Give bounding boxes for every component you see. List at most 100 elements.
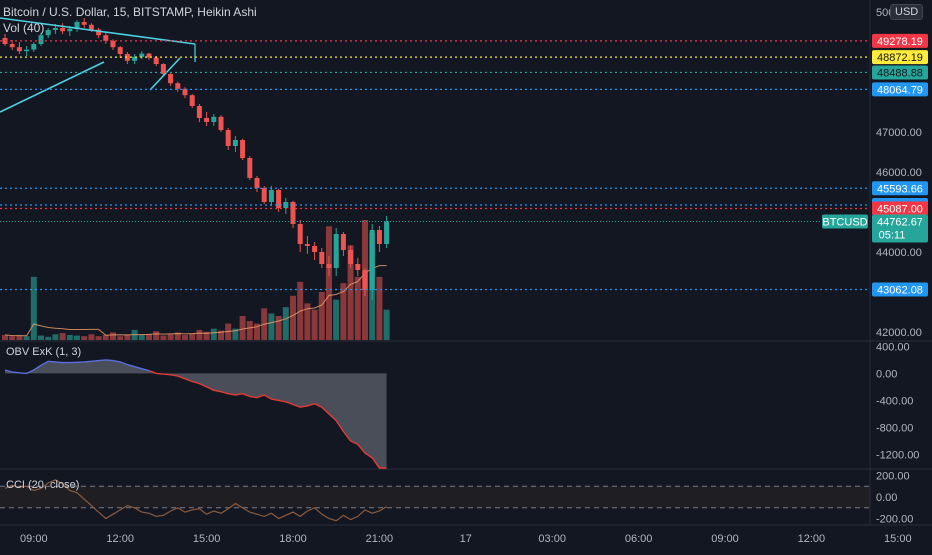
candle-body	[297, 224, 303, 244]
obv-tick-label: -400.00	[876, 395, 913, 407]
time-tick-label: 03:00	[538, 533, 566, 545]
candle-body	[276, 190, 282, 208]
volume-bar	[52, 334, 59, 340]
candle-body	[362, 270, 368, 290]
price-level-label: 43062.08	[877, 285, 923, 297]
volume-bar	[326, 226, 332, 340]
price-tick-label: 42000.00	[876, 327, 922, 339]
currency-badge[interactable]: USD	[890, 4, 924, 20]
candle-body	[304, 244, 310, 246]
volume-bar	[167, 334, 174, 340]
last-price-label: 44762.67	[877, 216, 923, 228]
time-tick-label: 09:00	[711, 533, 739, 545]
volume-bar	[182, 334, 188, 340]
candle-body	[319, 252, 325, 264]
volume-bar	[333, 299, 340, 340]
symbol-label: BTCUSD	[822, 216, 867, 228]
candle-body	[110, 40, 116, 48]
candle-body	[124, 54, 130, 61]
obv-line-positive	[4, 359, 150, 375]
trendline-drawing	[0, 61, 105, 113]
volume-ma-line	[4, 265, 387, 337]
cci-band-fill	[0, 486, 870, 508]
candle-body	[132, 56, 138, 61]
volume-bar	[218, 330, 224, 340]
price-level-label: 45593.66	[877, 183, 923, 195]
chart-title: Bitcoin / U.S. Dollar, 15, BITSTAMP, Hei…	[3, 5, 257, 19]
volume-bar	[2, 334, 8, 340]
obv-tick-label: -800.00	[876, 422, 913, 434]
volume-bar	[189, 333, 196, 340]
candle-body	[88, 24, 94, 30]
candle-body	[189, 95, 195, 106]
volume-bar	[354, 276, 361, 340]
volume-bar	[203, 331, 210, 340]
volume-bar	[153, 331, 160, 340]
candle-body	[326, 264, 332, 268]
candle-body	[369, 230, 375, 290]
candle-body	[24, 49, 30, 52]
candle-body	[384, 221, 390, 244]
price-level-label: 49278.19	[877, 36, 923, 48]
volume-bar	[38, 335, 44, 340]
candle-body	[355, 264, 361, 270]
candle-body	[146, 53, 152, 58]
candle-body	[74, 22, 80, 29]
obv-line-negative	[148, 370, 387, 469]
candle-body	[240, 140, 246, 158]
volume-bar	[340, 283, 347, 340]
obv-area	[5, 359, 387, 468]
candle-body	[247, 158, 253, 178]
candle-body	[340, 234, 346, 250]
candle-body	[175, 83, 181, 89]
volume-bar	[160, 335, 167, 340]
volume-bar	[9, 336, 16, 340]
time-tick-label: 18:00	[279, 533, 307, 545]
cci-tick-label: 200.00	[876, 470, 910, 482]
candle-body	[348, 250, 354, 264]
volume-bar	[110, 332, 116, 340]
volume-bar	[95, 336, 102, 340]
volume-bar	[74, 335, 80, 340]
candle-body	[9, 44, 15, 48]
candle-body	[160, 64, 166, 74]
obv-tick-label: 400.00	[876, 341, 910, 353]
trendline-drawing	[149, 57, 181, 91]
volume-bar	[304, 303, 311, 340]
price-level-label: 48488.88	[877, 67, 923, 79]
volume-bar	[124, 334, 131, 340]
candle-body	[67, 28, 73, 32]
obv-tick-label: 0.00	[876, 368, 897, 380]
price-level-label: 48064.79	[877, 84, 923, 96]
price-level-tag	[872, 82, 928, 97]
price-tick-label: 44000.00	[876, 247, 922, 259]
volume-bar	[254, 323, 260, 340]
volume-bar	[290, 295, 296, 340]
volume-bar	[196, 329, 203, 340]
candle-body	[182, 88, 188, 96]
volume-bar	[81, 336, 88, 340]
symbol-tag	[822, 214, 868, 229]
volume-bar	[117, 336, 124, 340]
cci-label: CCI (20, close)	[6, 479, 80, 491]
time-tick-label: 12:00	[798, 533, 826, 545]
volume-bar	[102, 334, 109, 340]
candle-body	[290, 202, 296, 224]
candle-body	[196, 106, 202, 118]
trendline-drawing	[0, 17, 196, 45]
price-level-tag	[872, 282, 928, 297]
volume-bar	[16, 335, 23, 340]
volume-bar	[275, 316, 282, 340]
volume-bar	[376, 276, 383, 340]
price-tick-label: 46000.00	[876, 167, 922, 179]
candle-body	[211, 116, 217, 122]
candle-body	[139, 53, 145, 57]
volume-bar	[146, 334, 152, 340]
volume-bar	[239, 316, 246, 340]
volume-bar	[88, 334, 95, 340]
candle-body	[52, 28, 58, 30]
time-tick-label: 06:00	[625, 533, 653, 545]
